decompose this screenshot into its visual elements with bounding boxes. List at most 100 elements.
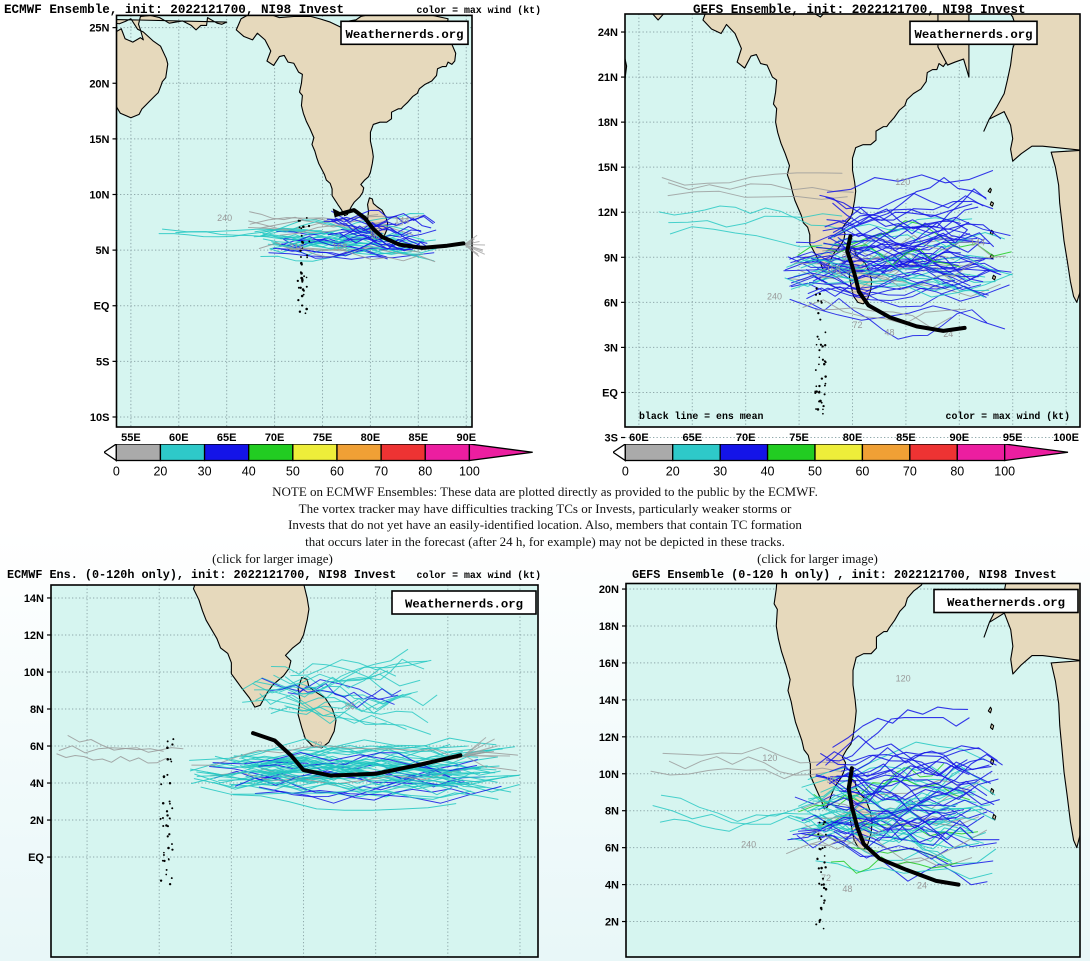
- svg-text:10S: 10S: [90, 412, 110, 424]
- svg-text:Weathernerds.org: Weathernerds.org: [345, 28, 463, 42]
- svg-text:4N: 4N: [30, 778, 44, 790]
- svg-text:ECMWF Ens. (0-120h only), init: ECMWF Ens. (0-120h only), init: 20221217…: [7, 568, 396, 582]
- svg-text:70: 70: [374, 464, 388, 478]
- svg-text:50: 50: [808, 464, 822, 478]
- svg-text:80: 80: [418, 464, 432, 478]
- svg-text:20N: 20N: [89, 78, 109, 90]
- svg-text:6N: 6N: [605, 843, 619, 855]
- svg-text:48: 48: [885, 327, 895, 337]
- svg-text:75E: 75E: [313, 432, 333, 444]
- svg-text:18N: 18N: [598, 117, 618, 129]
- svg-text:0: 0: [622, 464, 629, 478]
- svg-text:40: 40: [242, 464, 256, 478]
- svg-text:color = max wind (kt): color = max wind (kt): [417, 5, 541, 16]
- svg-text:96: 96: [345, 701, 355, 711]
- svg-text:120: 120: [762, 753, 777, 763]
- svg-text:5S: 5S: [96, 356, 109, 368]
- svg-text:10N: 10N: [24, 667, 44, 679]
- svg-text:14N: 14N: [24, 593, 44, 605]
- svg-text:65E: 65E: [217, 432, 237, 444]
- svg-text:120: 120: [896, 673, 911, 683]
- svg-text:80E: 80E: [843, 432, 863, 444]
- svg-text:100: 100: [994, 464, 1015, 478]
- svg-text:168: 168: [826, 264, 841, 274]
- svg-text:60: 60: [330, 464, 344, 478]
- svg-text:ECMWF Ensemble, init: 20221217: ECMWF Ensemble, init: 2022121700, NI98 I…: [4, 3, 344, 17]
- svg-text:240: 240: [217, 213, 232, 223]
- svg-text:EQ: EQ: [28, 852, 44, 864]
- svg-text:60E: 60E: [629, 432, 649, 444]
- svg-text:8N: 8N: [605, 806, 619, 818]
- svg-text:100: 100: [459, 464, 480, 478]
- svg-text:50: 50: [286, 464, 300, 478]
- svg-text:25N: 25N: [89, 23, 109, 35]
- svg-text:168: 168: [332, 242, 347, 252]
- svg-text:24N: 24N: [598, 27, 618, 39]
- svg-text:15N: 15N: [89, 134, 109, 146]
- svg-text:14N: 14N: [599, 695, 619, 707]
- svg-text:72: 72: [313, 740, 323, 750]
- svg-text:144: 144: [970, 237, 985, 247]
- svg-text:GEFS Ensemble, init: 202212170: GEFS Ensemble, init: 2022121700, NI98 In…: [693, 3, 1026, 17]
- svg-text:48: 48: [842, 884, 852, 894]
- svg-text:96: 96: [826, 775, 836, 785]
- svg-text:240: 240: [741, 840, 756, 850]
- svg-text:3N: 3N: [604, 342, 618, 354]
- svg-text:Weathernerds.org: Weathernerds.org: [405, 598, 523, 612]
- svg-text:240: 240: [767, 291, 782, 301]
- svg-text:16N: 16N: [599, 658, 619, 670]
- svg-text:18N: 18N: [599, 621, 619, 633]
- svg-text:0: 0: [113, 464, 120, 478]
- svg-text:12N: 12N: [24, 630, 44, 642]
- svg-text:95E: 95E: [1003, 432, 1023, 444]
- svg-text:70E: 70E: [265, 432, 285, 444]
- svg-text:10N: 10N: [599, 769, 619, 781]
- svg-text:21N: 21N: [598, 72, 618, 84]
- svg-text:90E: 90E: [456, 432, 476, 444]
- svg-text:70E: 70E: [736, 432, 756, 444]
- svg-text:30: 30: [713, 464, 727, 478]
- svg-text:EQ: EQ: [94, 301, 110, 313]
- svg-text:2N: 2N: [30, 815, 44, 827]
- svg-text:72: 72: [853, 320, 863, 330]
- svg-text:6N: 6N: [30, 741, 44, 753]
- svg-text:20: 20: [153, 464, 167, 478]
- svg-text:Weathernerds.org: Weathernerds.org: [947, 596, 1065, 610]
- svg-text:24: 24: [917, 880, 927, 890]
- svg-text:4N: 4N: [605, 880, 619, 892]
- svg-text:100E: 100E: [1053, 432, 1079, 444]
- svg-text:GEFS Ensemble (0-120 h only) ,: GEFS Ensemble (0-120 h only) , init: 202…: [632, 568, 1057, 582]
- svg-text:black line = ens mean: black line = ens mean: [639, 411, 764, 422]
- svg-text:70: 70: [903, 464, 917, 478]
- svg-text:40: 40: [760, 464, 774, 478]
- svg-text:12N: 12N: [598, 207, 618, 219]
- svg-text:55E: 55E: [121, 432, 141, 444]
- svg-text:65E: 65E: [682, 432, 702, 444]
- svg-text:60E: 60E: [169, 432, 189, 444]
- svg-text:2N: 2N: [605, 917, 619, 929]
- svg-text:30: 30: [198, 464, 212, 478]
- svg-text:20N: 20N: [599, 584, 619, 596]
- svg-text:80: 80: [950, 464, 964, 478]
- svg-text:EQ: EQ: [602, 387, 618, 399]
- svg-text:5N: 5N: [95, 245, 109, 257]
- svg-text:90E: 90E: [950, 432, 970, 444]
- svg-text:color = max wind (kt): color = max wind (kt): [946, 411, 1070, 422]
- svg-text:9N: 9N: [604, 252, 618, 264]
- svg-text:144: 144: [394, 215, 409, 225]
- svg-text:80E: 80E: [361, 432, 381, 444]
- svg-text:85E: 85E: [896, 432, 916, 444]
- svg-text:85E: 85E: [409, 432, 429, 444]
- svg-text:75E: 75E: [789, 432, 809, 444]
- svg-text:15N: 15N: [598, 162, 618, 174]
- svg-text:Weathernerds.org: Weathernerds.org: [914, 28, 1032, 42]
- svg-text:12N: 12N: [599, 732, 619, 744]
- svg-text:60: 60: [855, 464, 869, 478]
- svg-text:6N: 6N: [604, 297, 618, 309]
- svg-text:8N: 8N: [30, 704, 44, 716]
- svg-text:216: 216: [289, 242, 304, 252]
- svg-text:10N: 10N: [89, 190, 109, 202]
- svg-text:120: 120: [895, 177, 910, 187]
- svg-text:color = max wind (kt): color = max wind (kt): [417, 570, 541, 581]
- svg-text:20: 20: [665, 464, 679, 478]
